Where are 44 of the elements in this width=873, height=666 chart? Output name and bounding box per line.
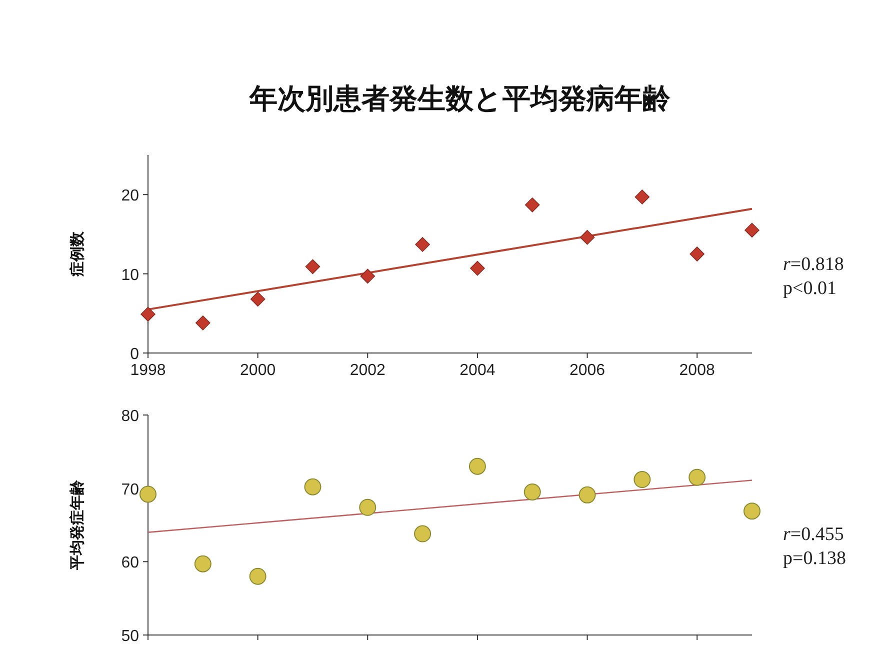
y-tick-label: 60 — [121, 554, 140, 572]
point — [688, 468, 706, 486]
text: p=0.138 — [783, 548, 846, 569]
y-axis-title: 平均発症年齢 — [69, 479, 86, 571]
point — [524, 197, 540, 212]
point — [194, 555, 212, 572]
point — [690, 246, 704, 262]
point — [634, 471, 651, 488]
y-tick-label: 50 — [121, 628, 140, 645]
x-tick-label: 2002 — [350, 362, 386, 379]
point — [414, 525, 432, 542]
point — [304, 478, 322, 496]
x-tick-label: 2008 — [679, 362, 715, 379]
text: r=0.455 — [783, 524, 844, 545]
point — [415, 237, 430, 252]
text: r=0.818 — [783, 254, 844, 275]
y-tick-label: 10 — [121, 266, 140, 284]
point — [524, 484, 541, 500]
x-tick-label: 2006 — [569, 362, 606, 379]
y-tick-label: 80 — [121, 408, 140, 425]
text: p<0.01 — [783, 278, 836, 299]
point — [196, 316, 210, 330]
y-tick-label: 70 — [121, 481, 140, 498]
point — [578, 486, 596, 504]
y-tick-label: 0 — [130, 346, 140, 363]
x-tick-label: 1998 — [130, 362, 166, 379]
point — [360, 268, 376, 284]
point — [468, 458, 486, 475]
point — [580, 230, 595, 245]
chart-title: 年次別患者発生数と平均発病年齢 — [248, 83, 670, 114]
point — [744, 502, 760, 520]
point — [359, 498, 376, 516]
point — [305, 259, 320, 274]
point — [744, 222, 760, 238]
point — [140, 306, 156, 322]
point — [249, 568, 266, 585]
point — [634, 190, 650, 204]
point — [140, 486, 156, 503]
x-tick-label: 2004 — [460, 362, 496, 379]
x-tick-label: 2000 — [240, 362, 276, 379]
point — [470, 260, 485, 276]
y-tick-label: 20 — [121, 188, 140, 205]
point — [250, 292, 266, 307]
y-axis-title: 症例数 — [69, 230, 86, 278]
